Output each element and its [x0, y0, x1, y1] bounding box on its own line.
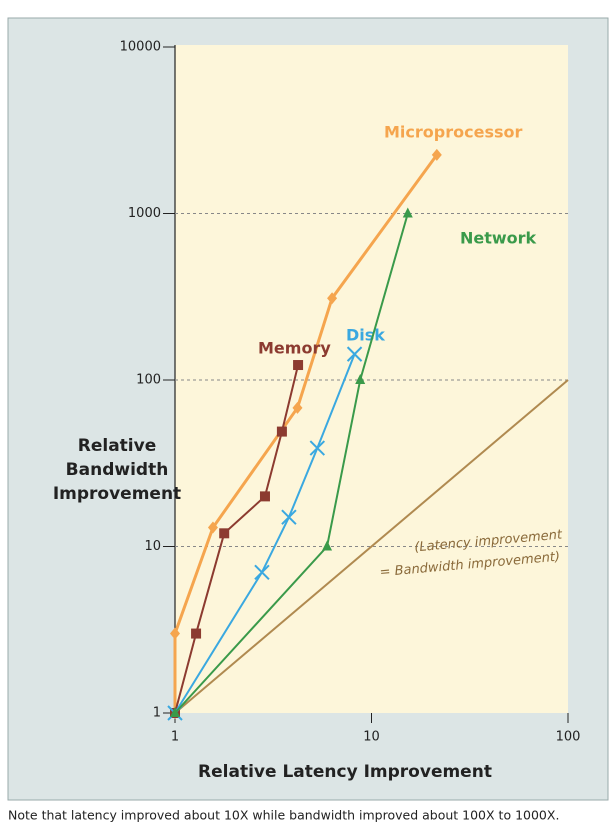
- series-line: [174, 364, 300, 714]
- x-tick-label: 10: [363, 730, 380, 745]
- y-axis-title: Relative: [78, 436, 156, 456]
- marker: [309, 440, 326, 456]
- marker: [191, 628, 202, 639]
- marker: [293, 360, 304, 371]
- x-tick-label: 1: [171, 730, 179, 745]
- marker: [292, 401, 303, 414]
- marker: [170, 707, 180, 717]
- marker: [402, 207, 413, 218]
- marker: [281, 509, 297, 525]
- y-tick-label: 10: [144, 539, 161, 554]
- caption: Note that latency improved about 10X whi…: [8, 808, 559, 823]
- y-tick-label: 1: [153, 706, 161, 721]
- series-line: [173, 153, 439, 713]
- series-label: Memory: [258, 339, 331, 358]
- y-axis-title: Improvement: [53, 484, 181, 504]
- y-tick-label: 1000: [128, 206, 161, 221]
- marker: [219, 528, 230, 539]
- x-axis-title: Relative Latency Improvement: [198, 762, 492, 782]
- series-label: Network: [460, 229, 537, 248]
- series-label: Disk: [346, 326, 385, 345]
- marker: [346, 346, 363, 362]
- marker: [327, 292, 338, 305]
- series-line: [174, 213, 409, 714]
- series-label: Microprocessor: [384, 123, 522, 142]
- y-tick-label: 10000: [120, 40, 161, 55]
- marker: [322, 540, 333, 551]
- y-tick-label: 100: [136, 373, 161, 388]
- marker: [259, 491, 270, 502]
- x-tick-label: 100: [556, 730, 581, 745]
- marker: [431, 148, 442, 161]
- marker: [254, 564, 270, 580]
- y-axis-title: Bandwidth: [66, 460, 169, 480]
- plot-area: [175, 45, 568, 713]
- marker: [170, 627, 180, 640]
- reference-line: [174, 379, 569, 714]
- marker: [276, 426, 287, 437]
- marker: [355, 374, 366, 384]
- marker: [207, 521, 218, 534]
